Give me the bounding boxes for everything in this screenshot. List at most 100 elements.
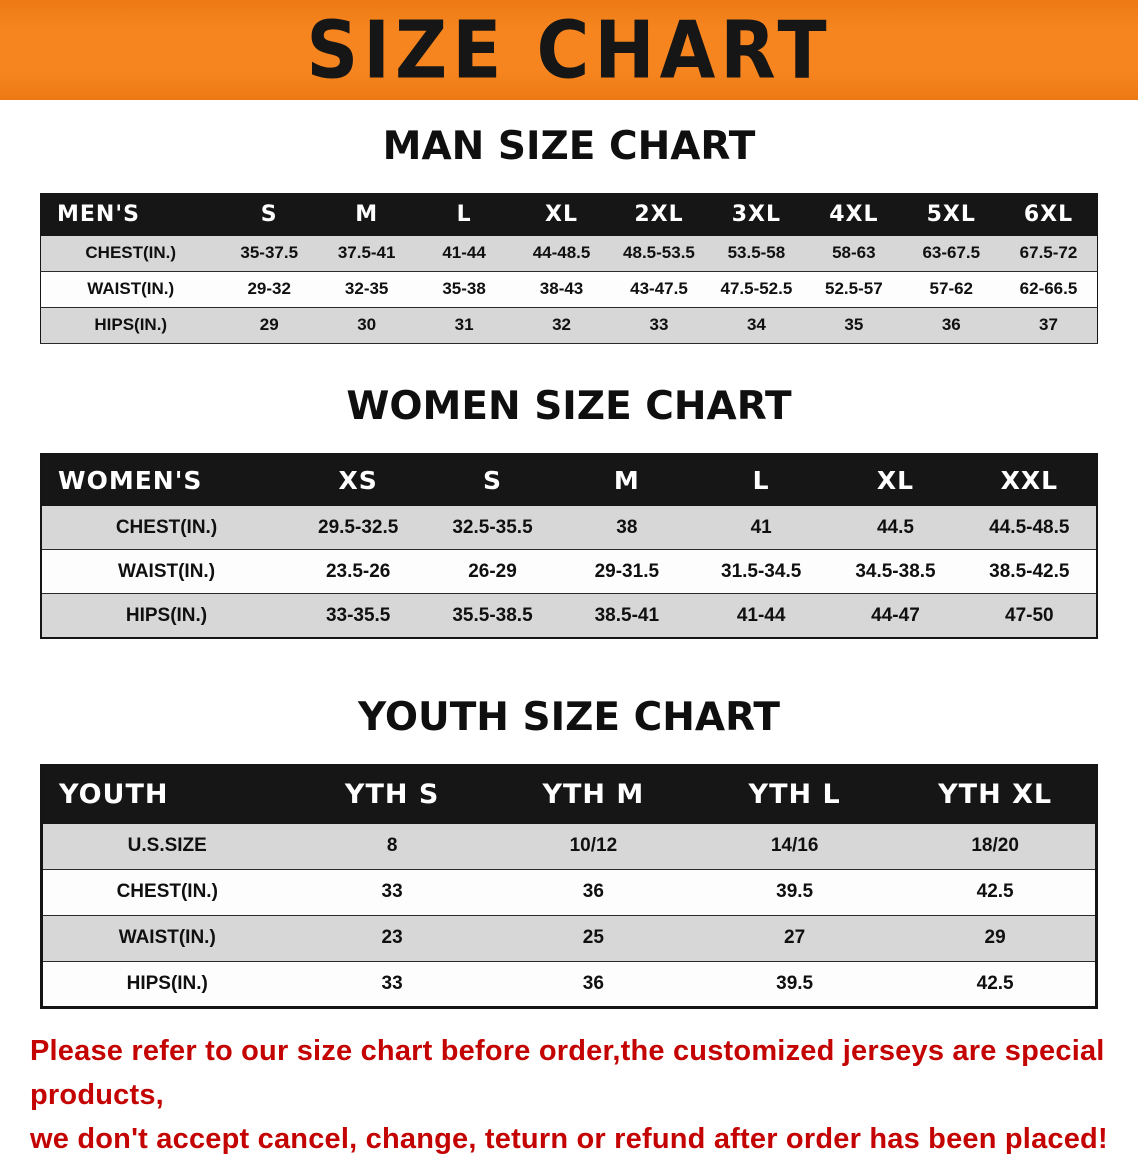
banner: SIZE CHART (0, 0, 1138, 100)
men-col-header: 2XL (610, 192, 708, 236)
size-cell: 33-35.5 (291, 593, 426, 639)
women-section-heading: WOMEN SIZE CHART (346, 383, 792, 429)
size-cell: 37 (1000, 306, 1098, 344)
disclaimer-line1: Please refer to our size chart before or… (30, 1034, 1105, 1111)
size-cell: 23 (291, 914, 493, 962)
row-label: U.S.SIZE (41, 822, 292, 870)
table-row: WAIST(IN.) 29-32 32-35 35-38 38-43 43-47… (40, 270, 1098, 308)
men-size-table: MEN'S S M L XL 2XL 3XL 4XL 5XL 6XL CHEST… (40, 192, 1098, 344)
youth-section-heading: YOUTH SIZE CHART (358, 694, 780, 740)
disclaimer: Please refer to our size chart before or… (0, 1029, 1138, 1161)
size-cell: 36 (492, 868, 694, 916)
men-col-header: 3XL (707, 192, 806, 236)
women-size-table: WOMEN'S XS S M L XL XXL CHEST(IN.) 29.5-… (40, 452, 1098, 639)
size-cell: 33 (610, 306, 708, 344)
size-cell: 34.5-38.5 (828, 549, 963, 595)
table-row: U.S.SIZE 8 10/12 14/16 18/20 (41, 822, 1097, 870)
size-cell: 42.5 (895, 960, 1097, 1008)
table-row: HIPS(IN.) 33-35.5 35.5-38.5 38.5-41 41-4… (41, 593, 1097, 639)
size-cell: 39.5 (694, 868, 896, 916)
size-cell: 43-47.5 (610, 270, 708, 308)
size-cell: 14/16 (694, 822, 896, 870)
youth-header-row: YOUTH YTH S YTH M YTH L YTH XL (41, 764, 1097, 824)
size-cell: 44.5 (828, 505, 963, 551)
size-cell: 32 (512, 306, 611, 344)
size-cell: 47.5-52.5 (707, 270, 806, 308)
size-cell: 44-47 (828, 593, 963, 639)
table-row: HIPS(IN.) 29 30 31 32 33 34 35 36 37 (40, 306, 1098, 344)
row-label: CHEST(IN.) (41, 868, 292, 916)
men-col-header: XL (512, 192, 611, 236)
size-cell: 32.5-35.5 (425, 505, 560, 551)
size-cell: 38 (559, 505, 694, 551)
youth-col-header: YTH L (694, 764, 896, 824)
table-row: WAIST(IN.) 23 25 27 29 (41, 914, 1097, 962)
men-col-header: 4XL (805, 192, 903, 236)
size-cell: 29-32 (220, 270, 318, 308)
women-col-header: XL (828, 453, 963, 507)
size-cell: 52.5-57 (805, 270, 903, 308)
size-cell: 42.5 (895, 868, 1097, 916)
size-cell: 31.5-34.5 (693, 549, 829, 595)
size-cell: 34 (707, 306, 806, 344)
table-row: CHEST(IN.) 29.5-32.5 32.5-35.5 38 41 44.… (41, 505, 1097, 551)
men-col-header: L (415, 192, 513, 236)
size-cell: 31 (415, 306, 513, 344)
size-cell: 29-31.5 (559, 549, 694, 595)
men-col-header: S (220, 192, 318, 236)
size-cell: 44-48.5 (512, 234, 611, 272)
men-col-header: 5XL (902, 192, 1000, 236)
size-cell: 67.5-72 (1000, 234, 1098, 272)
size-cell: 38-43 (512, 270, 611, 308)
size-cell: 37.5-41 (317, 234, 416, 272)
women-col-header: XXL (962, 453, 1097, 507)
size-cell: 29.5-32.5 (291, 505, 426, 551)
banner-title: SIZE CHART (306, 3, 832, 97)
size-cell: 41-44 (693, 593, 829, 639)
size-cell: 53.5-58 (707, 234, 806, 272)
size-cell: 29 (895, 914, 1097, 962)
youth-size-table: YOUTH YTH S YTH M YTH L YTH XL U.S.SIZE … (40, 763, 1098, 1009)
size-cell: 33 (291, 868, 493, 916)
row-label: CHEST(IN.) (41, 505, 291, 551)
size-cell: 27 (694, 914, 896, 962)
table-row: HIPS(IN.) 33 36 39.5 42.5 (41, 960, 1097, 1008)
size-cell: 48.5-53.5 (610, 234, 708, 272)
size-cell: 36 (902, 306, 1000, 344)
size-cell: 33 (291, 960, 493, 1008)
men-col-header: M (317, 192, 416, 236)
youth-col-header: YTH S (291, 764, 493, 824)
size-cell: 35-38 (415, 270, 513, 308)
size-cell: 38.5-42.5 (962, 549, 1097, 595)
size-cell: 29 (220, 306, 318, 344)
size-cell: 10/12 (492, 822, 694, 870)
youth-col-header: YTH XL (895, 764, 1097, 824)
table-row: CHEST(IN.) 33 36 39.5 42.5 (41, 868, 1097, 916)
table-row: CHEST(IN.) 35-37.5 37.5-41 41-44 44-48.5… (40, 234, 1098, 272)
size-cell: 35.5-38.5 (425, 593, 560, 639)
size-cell: 32-35 (317, 270, 416, 308)
men-corner-label: MEN'S (40, 192, 221, 236)
size-cell: 44.5-48.5 (962, 505, 1097, 551)
row-label: WAIST(IN.) (41, 549, 291, 595)
women-corner-label: WOMEN'S (41, 453, 291, 507)
table-row: WAIST(IN.) 23.5-26 26-29 29-31.5 31.5-34… (41, 549, 1097, 595)
size-cell: 30 (317, 306, 416, 344)
women-col-header: M (559, 453, 694, 507)
row-label: WAIST(IN.) (40, 270, 221, 308)
size-cell: 41 (693, 505, 829, 551)
men-section-heading: MAN SIZE CHART (382, 124, 756, 169)
size-cell: 35 (805, 306, 903, 344)
row-label: CHEST(IN.) (40, 234, 221, 272)
size-cell: 63-67.5 (902, 234, 1000, 272)
size-cell: 26-29 (425, 549, 560, 595)
size-cell: 36 (492, 960, 694, 1008)
row-label: HIPS(IN.) (41, 593, 291, 639)
size-cell: 47-50 (962, 593, 1097, 639)
size-cell: 41-44 (415, 234, 513, 272)
women-header-row: WOMEN'S XS S M L XL XXL (41, 453, 1097, 507)
size-cell: 18/20 (895, 822, 1097, 870)
youth-corner-label: YOUTH (41, 764, 292, 824)
women-col-header: S (425, 453, 560, 507)
size-cell: 23.5-26 (291, 549, 426, 595)
